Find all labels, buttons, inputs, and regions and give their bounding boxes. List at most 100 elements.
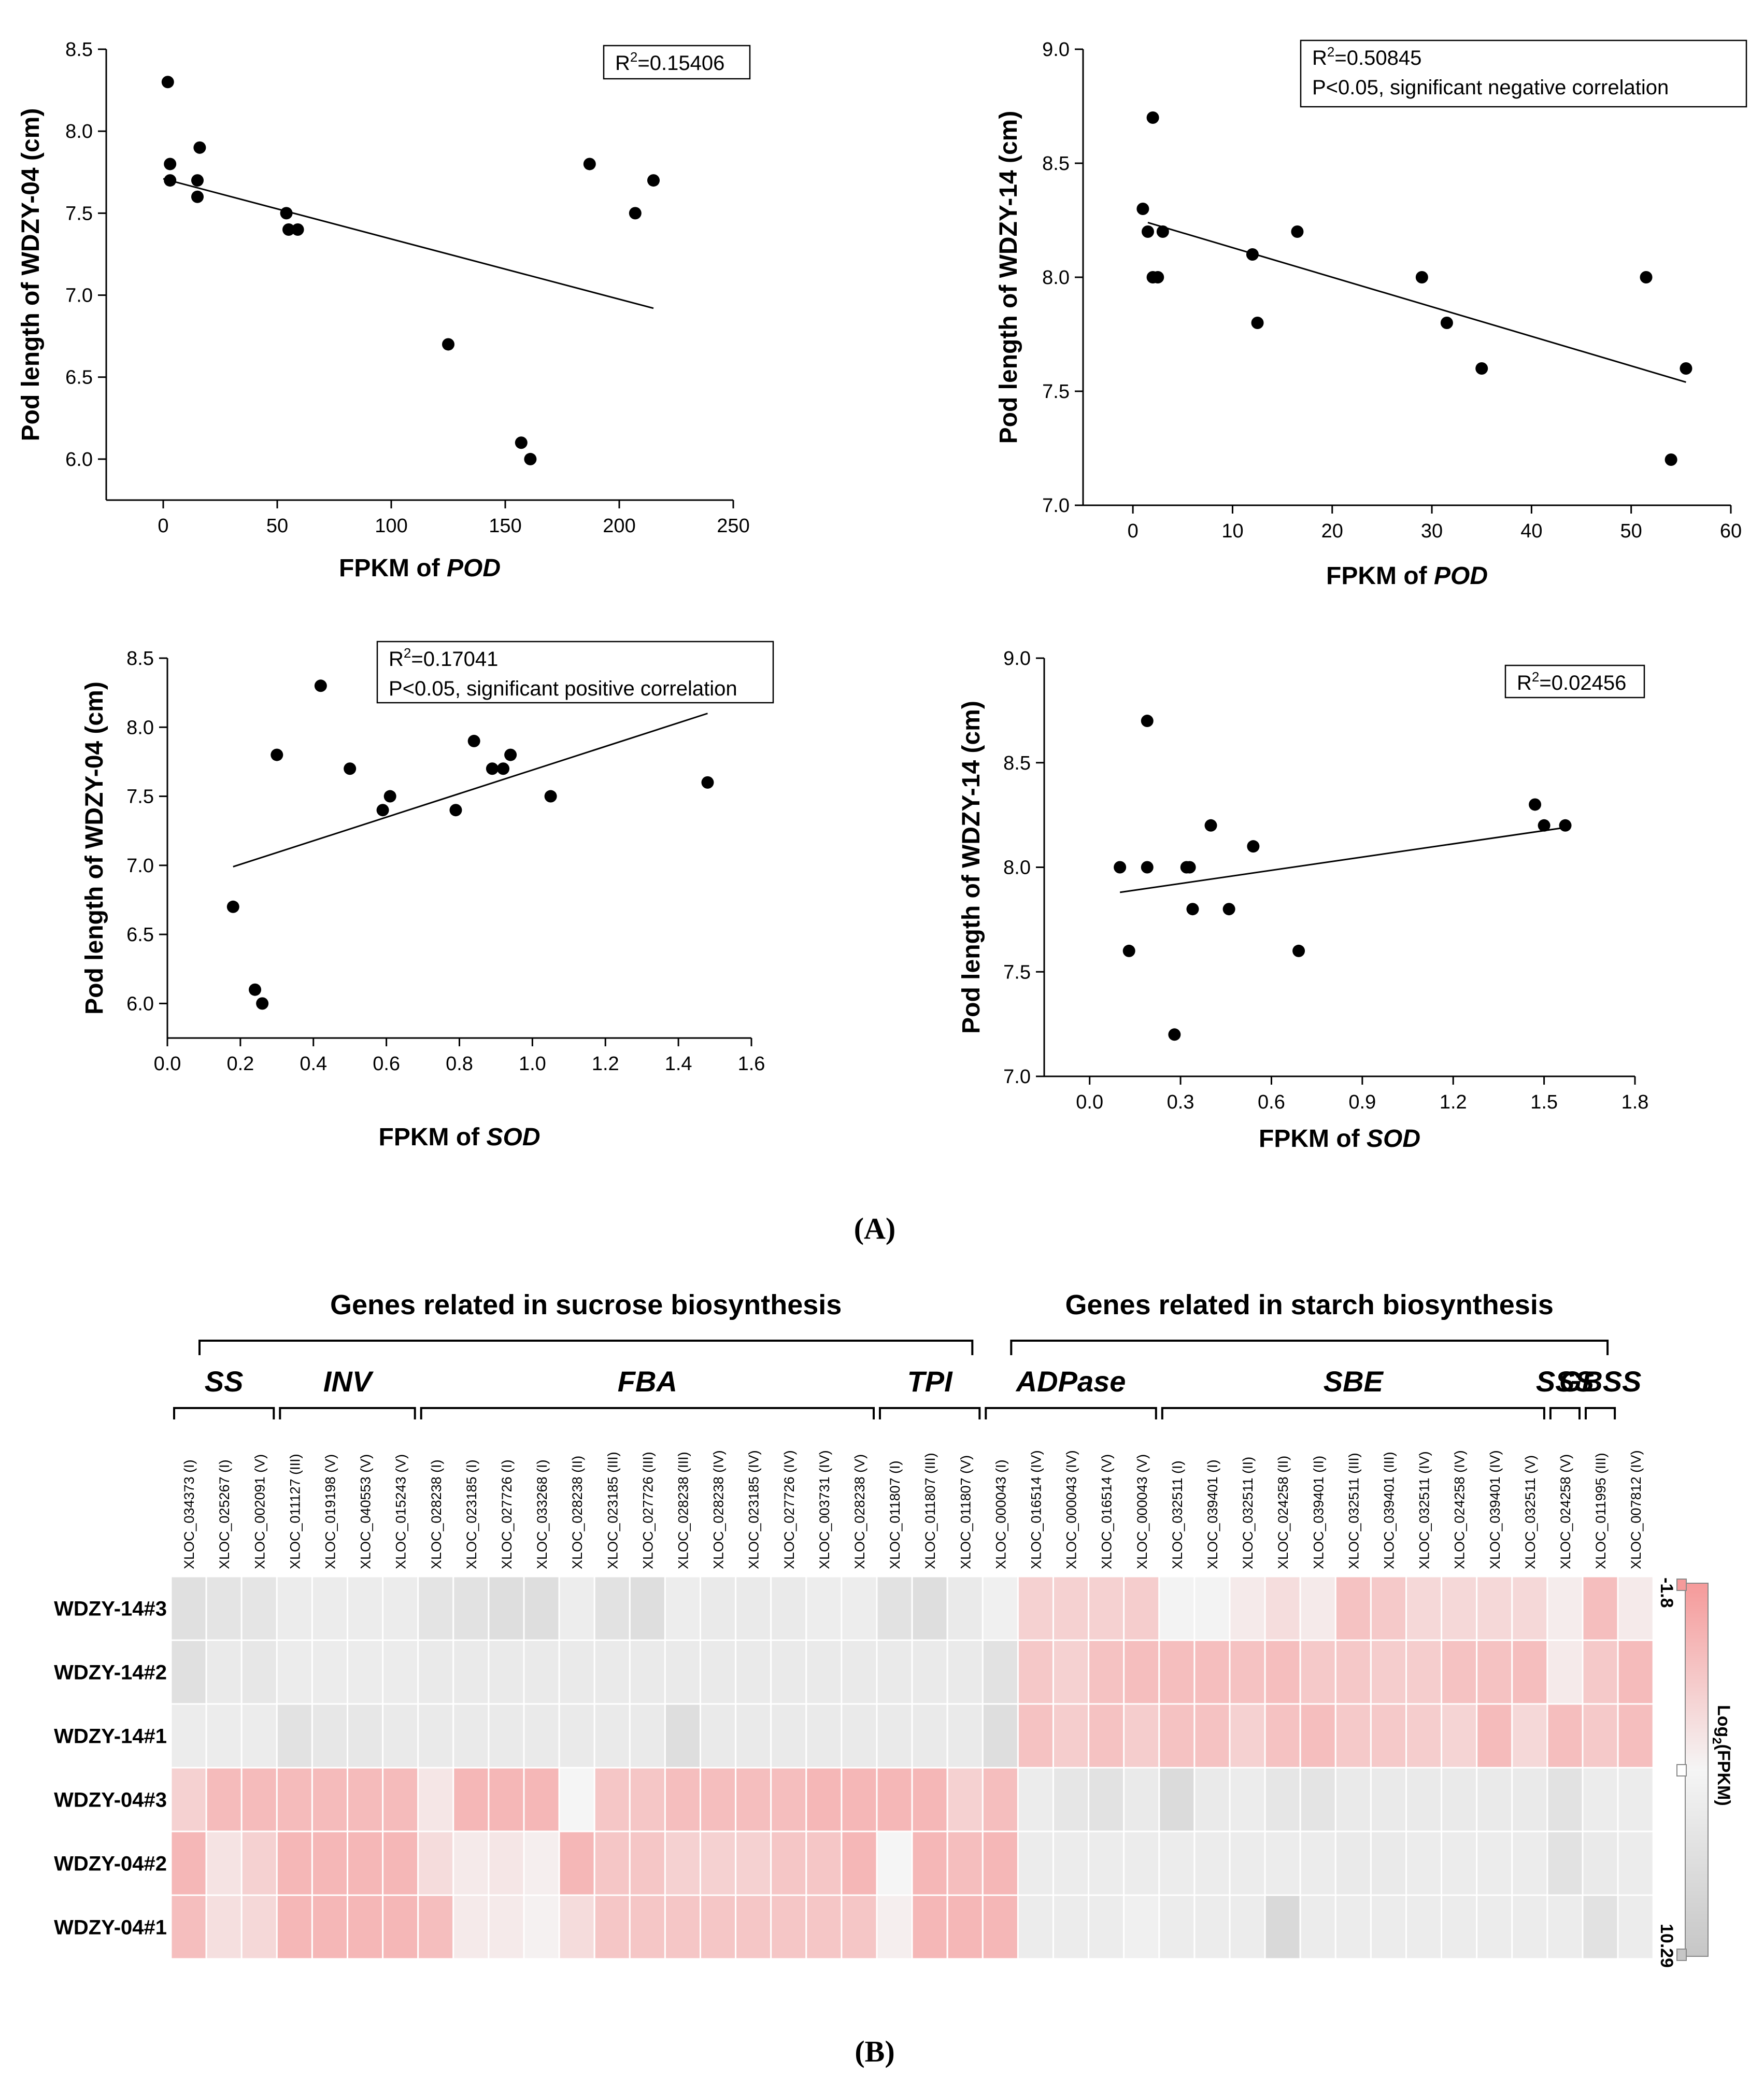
- heatmap-cell: [1158, 1894, 1196, 1960]
- heatmap-cell: [1193, 1639, 1231, 1705]
- heatmap-cell: [382, 1894, 419, 1960]
- heatmap-cell: [1476, 1830, 1513, 1896]
- scatter-pod-wdzy04: 0 50 100 150 200 250 6.0 6.5 7.0 7.5 8.0 8.5 FPKM of…: [17, 39, 751, 582]
- heatmap-cell: [488, 1639, 525, 1705]
- x-tick-label: 1.4: [665, 1053, 692, 1075]
- heatmap-cell: [1123, 1894, 1160, 1960]
- heatmap-cell: [700, 1639, 737, 1705]
- group-label: INV: [323, 1365, 374, 1398]
- heatmap-cell: [1370, 1830, 1407, 1896]
- heatmap-gene-label: XLOC_039401 (IV): [1487, 1450, 1503, 1569]
- heatmap-gene-label: XLOC_011807 (V): [958, 1455, 973, 1569]
- r2-label: R2=0.17041: [389, 645, 498, 671]
- x-tick-label: 0: [1128, 520, 1139, 542]
- x-tick-label: 0.6: [1258, 1091, 1285, 1113]
- heatmap-cell: [700, 1575, 737, 1641]
- heatmap-cell: [558, 1703, 595, 1769]
- heatmap-cell: [1193, 1767, 1231, 1832]
- heatmap-cell: [417, 1767, 454, 1832]
- heatmap-gene-label: XLOC_032511 (III): [1346, 1453, 1361, 1569]
- heatmap-gene-label: XLOC_016514 (IV): [1028, 1450, 1044, 1569]
- data-point: [647, 174, 660, 187]
- heatmap-gene-label: XLOC_000043 (I): [993, 1459, 1008, 1569]
- x-tick-label: 100: [375, 515, 407, 537]
- x-tick-label: 0.4: [300, 1053, 327, 1075]
- data-point: [1136, 203, 1149, 215]
- scatter-sod-wdzy04: 0.0 0.2 0.4 0.6 0.8 1.0 1.2 1.4 1.6 6.0 6.5 7.0 7.5 8…: [81, 641, 774, 1151]
- heatmap-cell: [452, 1767, 490, 1832]
- heatmap-cell: [981, 1575, 1019, 1641]
- y-tick-label: 6.0: [126, 993, 154, 1015]
- panel-label-a: (A): [854, 1212, 896, 1245]
- heatmap-cell: [170, 1703, 207, 1769]
- x-axis-title: FPKM of POD: [339, 555, 501, 582]
- y-tick-label: 6.5: [65, 367, 93, 389]
- x-tick-label: 0.3: [1167, 1091, 1194, 1113]
- data-point: [629, 207, 642, 220]
- group-label: FBA: [618, 1365, 677, 1398]
- heatmap-gene-label: XLOC_002091 (V): [252, 1454, 267, 1569]
- x-tick-label: 0.9: [1348, 1091, 1376, 1113]
- heatmap-cell: [1405, 1575, 1443, 1641]
- data-point: [1114, 861, 1127, 874]
- heatmap-cell: [664, 1639, 702, 1705]
- heatmap-cell: [1334, 1703, 1372, 1769]
- heatmap-cell: [841, 1703, 878, 1769]
- x-tick-label: 30: [1421, 520, 1443, 542]
- heatmap-cell: [770, 1767, 807, 1832]
- x-tick-label: 60: [1720, 520, 1742, 542]
- group-bracket: [985, 1407, 1157, 1419]
- heatmap-cell: [417, 1894, 454, 1960]
- colorbar: [1685, 1583, 1709, 1957]
- heatmap-cell: [911, 1703, 948, 1769]
- x-tick-label: 0.0: [1076, 1091, 1103, 1113]
- x-tick-label: 50: [266, 515, 288, 537]
- heatmap-cell: [558, 1767, 595, 1832]
- group-label: SSS: [1536, 1365, 1594, 1398]
- heatmap-cell: [1088, 1703, 1125, 1769]
- heatmap-cell: [1017, 1639, 1055, 1705]
- regression-line: [233, 713, 708, 868]
- heatmap-cell: [1617, 1703, 1654, 1769]
- group-bracket: [420, 1407, 875, 1419]
- heatmap-cell: [735, 1767, 772, 1832]
- heatmap-cell: [276, 1894, 313, 1960]
- heatmap-cell: [735, 1703, 772, 1769]
- data-point: [449, 804, 462, 817]
- heatmap-cell: [876, 1830, 913, 1896]
- data-point: [191, 174, 204, 187]
- heatmap-gene-label: XLOC_032511 (IV): [1417, 1451, 1432, 1569]
- heatmap-cell: [311, 1575, 349, 1641]
- heatmap-cell: [1546, 1830, 1584, 1896]
- data-point: [1680, 362, 1692, 375]
- heatmap-cell: [240, 1639, 278, 1705]
- heatmap-cell: [593, 1639, 631, 1705]
- significance-note: P<0.05, significant positive correlation: [389, 677, 737, 700]
- heatmap-cell: [1123, 1639, 1160, 1705]
- heatmap-cell: [1229, 1830, 1266, 1896]
- heatmap-cell: [240, 1830, 278, 1896]
- heatmap-cell: [240, 1575, 278, 1641]
- data-point: [1122, 944, 1135, 957]
- heatmap-cell: [240, 1767, 278, 1832]
- r2-box: [376, 641, 774, 704]
- heatmap-cell: [1017, 1767, 1055, 1832]
- data-point: [1475, 362, 1488, 375]
- heatmap-cell: [664, 1575, 702, 1641]
- heatmap-cell: [523, 1703, 560, 1769]
- heatmap-cell: [558, 1830, 595, 1896]
- y-tick-label: 6.5: [126, 924, 154, 946]
- data-point: [504, 748, 517, 761]
- data-point: [191, 190, 204, 203]
- heatmap-cell: [311, 1639, 349, 1705]
- y-tick-label: 8.0: [1042, 267, 1070, 289]
- heatmap-cell: [805, 1575, 843, 1641]
- heatmap-cell: [1405, 1767, 1443, 1832]
- y-tick-label: 8.5: [65, 39, 93, 61]
- heatmap-cell: [240, 1703, 278, 1769]
- heatmap-row-label: WDZY-14#2: [54, 1661, 167, 1684]
- x-tick-label: 20: [1321, 520, 1343, 542]
- heatmap-cell: [664, 1703, 702, 1769]
- heatmap-cell: [1617, 1639, 1654, 1705]
